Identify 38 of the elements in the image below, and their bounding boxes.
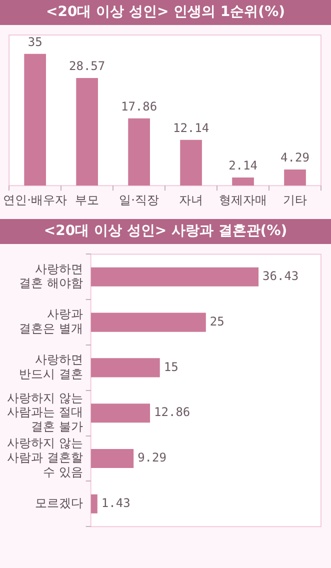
data-label: 28.57 (69, 59, 106, 74)
data-label: 36.43 (262, 269, 299, 284)
bar (90, 358, 160, 378)
data-label: 15 (164, 360, 178, 374)
y-tick-label: 사랑하지 않는 사람과는 절대 결혼 불가 (6, 390, 83, 434)
bar (24, 54, 46, 186)
data-label: 2.14 (228, 158, 258, 173)
data-label: 12.14 (172, 121, 210, 136)
y-tick-label: 사랑하면 결혼 해야함 (18, 262, 83, 290)
y-tick-label: 모르겠다 (34, 496, 83, 510)
bar (232, 178, 254, 186)
x-tick-label: 형제자매 (219, 192, 268, 207)
chart-title: <20대 이상 성인> 사랑과 결혼관(%) (0, 219, 331, 244)
bar (90, 448, 134, 468)
bar (128, 118, 150, 186)
x-tick-label: 부모 (75, 192, 100, 207)
data-label: 9.29 (138, 450, 166, 465)
data-label: 1.43 (101, 496, 130, 510)
data-label: 17.86 (120, 99, 158, 114)
y-tick-label: 사랑과 결혼은 별개 (18, 307, 83, 336)
y-tick-label: 사랑하지 않는 사람과 결혼할 수 있음 (6, 436, 83, 480)
bar (90, 267, 259, 286)
x-tick-label: 연인·배우자 (3, 192, 67, 207)
bar (180, 140, 202, 186)
bar (90, 494, 98, 514)
bar (90, 312, 206, 332)
x-tick-label: 자녀 (179, 192, 204, 207)
y-tick-label: 사랑하면 반드시 결혼 (18, 352, 83, 382)
bar (284, 169, 306, 186)
data-label: 4.29 (280, 150, 310, 165)
data-label: 25 (210, 314, 224, 328)
bar (90, 404, 150, 423)
x-tick-label: 일·직장 (119, 192, 159, 207)
bar (76, 78, 98, 186)
data-label: 35 (28, 34, 42, 49)
x-tick-label: 기타 (283, 192, 308, 207)
data-label: 12.86 (154, 405, 190, 420)
chart-title: <20대 이상 성인> 인생의 1순위(%) (0, 0, 331, 25)
